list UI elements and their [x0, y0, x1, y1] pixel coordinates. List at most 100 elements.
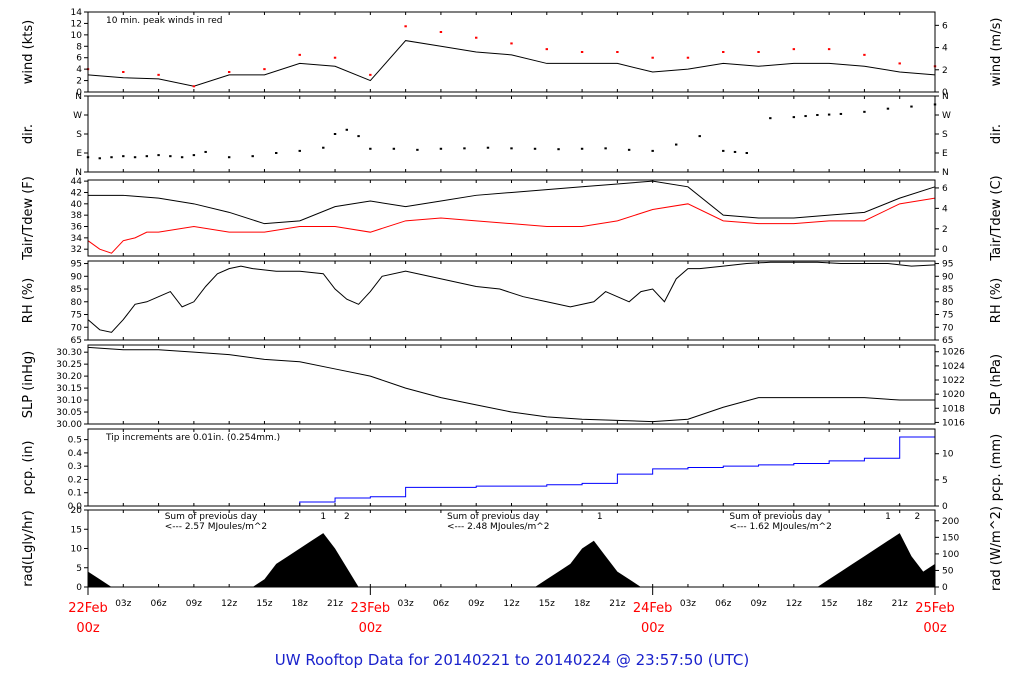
panel-1-series-2-point	[227, 71, 231, 73]
panel-1-series-2-point	[686, 56, 690, 59]
sum-previous-day-value: <--- 2.57 MJoules/m^2	[165, 522, 267, 532]
left-tick-label: 15	[71, 525, 82, 535]
panel-2-series-1-point	[204, 150, 207, 153]
right-tick-label: 10	[942, 450, 954, 460]
panel-2-series-1-point	[804, 115, 807, 118]
panel-1-series-2-point	[122, 71, 125, 73]
right-tick-label: 65	[942, 336, 953, 346]
left-tick-label: 38	[71, 211, 83, 221]
x-hour-tick-label: 06z	[433, 599, 449, 609]
x-hour-tick-label: 15z	[256, 599, 272, 609]
panel-1-series-2-point	[580, 51, 584, 53]
radiation-peak-marker: 1	[885, 512, 891, 522]
panel-2-series-1-point	[745, 152, 748, 154]
x-hour-tick-label: 06z	[715, 599, 731, 609]
panel-1-series-2-point	[404, 25, 407, 28]
right-tick-label: 0	[942, 245, 948, 255]
right-tick-label: N	[942, 92, 949, 102]
panel-2-series-1-point	[839, 112, 843, 115]
x-hour-tick-label: 12z	[786, 599, 802, 609]
left-tick-label: 2	[76, 77, 82, 87]
x-hour-tick-label: 21z	[327, 599, 343, 609]
panel-2-series-1-point	[557, 148, 560, 151]
left-tick-label: N	[75, 92, 82, 102]
x-hour-tick-label: 12z	[221, 599, 237, 609]
left-tick-label: 65	[71, 336, 82, 346]
panel-2-series-1-point	[157, 154, 160, 157]
x-day-label: 22Feb	[68, 601, 108, 616]
right-tick-label: 95	[942, 260, 953, 270]
left-tick-label: 12	[71, 19, 82, 29]
right-tick-label: 90	[942, 272, 954, 282]
panel-2-series-1-point	[604, 147, 607, 150]
panel-2-series-1-point	[627, 148, 631, 151]
left-tick-label: 6	[76, 54, 82, 64]
panel-4-ylabel-left: RH (%)	[21, 278, 36, 323]
right-tick-label: 6	[942, 21, 948, 31]
panel-2-series-1-point	[251, 155, 254, 158]
left-tick-label: 0.2	[68, 475, 82, 485]
left-tick-label: 30.05	[56, 408, 82, 418]
panel-1-series-2-point	[863, 53, 866, 56]
x-day-hour-label: 00z	[359, 621, 383, 636]
panel-2-series-1-point	[180, 156, 184, 159]
panel-2-series-1-point	[133, 156, 137, 159]
left-tick-label: 32	[71, 245, 82, 255]
panel-2-series-1-point	[863, 110, 866, 113]
panel-5-series-1	[87, 346, 935, 423]
panel-3-ylabel-left: Tair/Tdew (F)	[21, 176, 36, 261]
panel-5-ylabel-right: SLP (hPa)	[989, 354, 1004, 415]
panel-1-series-2-point	[792, 48, 796, 51]
right-tick-label: 1018	[942, 404, 965, 414]
panel-1-series-2-point	[510, 42, 513, 45]
sum-previous-day-label: Sum of previous day	[447, 512, 540, 522]
right-tick-label: 4	[942, 44, 948, 54]
left-tick-label: 95	[71, 260, 82, 270]
right-tick-label: 1022	[942, 376, 965, 386]
right-tick-label: 1026	[942, 348, 965, 358]
panel-7-series-1	[88, 533, 935, 587]
panel-1-series-2-point	[827, 48, 831, 51]
x-hour-tick-label: 18z	[574, 599, 590, 609]
panel-2-ylabel-right: dir.	[989, 124, 1004, 144]
x-day-hour-label: 00z	[923, 621, 947, 636]
right-tick-label: 100	[942, 550, 959, 560]
left-tick-label: 5	[76, 564, 82, 574]
right-tick-label: 200	[942, 517, 959, 527]
left-tick-label: 30.10	[56, 396, 82, 406]
right-tick-label: 6	[942, 184, 948, 194]
left-tick-label: 30.30	[56, 348, 82, 358]
panel-2-frame	[87, 95, 936, 173]
panel-1-series-2-point	[298, 53, 301, 56]
panel-2-series-1-point	[298, 149, 301, 152]
panel-1-annotation: 10 min. peak winds in red	[106, 16, 223, 26]
panel-1-series-2-point	[263, 68, 266, 71]
radiation-peak-marker: 1	[597, 512, 603, 522]
right-tick-label: 75	[942, 311, 953, 321]
panel-4: 65 70 75 80 85 90 95 65 70 75 80 85 90 95 RH (%) RH (%)	[21, 260, 1004, 346]
panel-1-series-2-point	[192, 85, 196, 88]
left-tick-label: N	[75, 168, 82, 178]
panel-2-series-1-point	[733, 150, 737, 153]
panel-1-series-2-point	[333, 56, 337, 59]
left-tick-label: 36	[71, 223, 83, 233]
radiation-peak-marker: 2	[344, 512, 350, 522]
right-tick-label: 1016	[942, 418, 965, 428]
panel-2-series-1-point	[463, 147, 466, 150]
panel-6-series-1	[88, 430, 936, 507]
sum-previous-day-value: <--- 2.48 MJoules/m^2	[447, 522, 549, 532]
left-tick-label: 0	[76, 88, 82, 98]
left-tick-label: 85	[71, 285, 82, 295]
left-tick-label: S	[76, 130, 82, 140]
panel-6-annotation: Tip increments are 0.01in. (0.254mm.)	[105, 433, 280, 443]
panel-1-series-2-point	[475, 36, 478, 39]
left-tick-label: 0.5	[68, 436, 82, 446]
panel-1-series-2-point	[616, 51, 619, 53]
panel-4-ylabel-right: RH (%)	[989, 278, 1004, 323]
left-tick-label: 0.4	[68, 449, 83, 459]
left-tick-label: 30.00	[56, 420, 82, 430]
panel-6: 0.0 0.1 0.2 0.3 0.4 0.5 0 5 10 pcp. (in) pcp. (mm)…	[21, 428, 1004, 512]
panel-2-series-1-point	[345, 128, 349, 131]
panel-2-series-1-point	[322, 146, 325, 149]
panel-1-series-2-point	[545, 48, 548, 51]
